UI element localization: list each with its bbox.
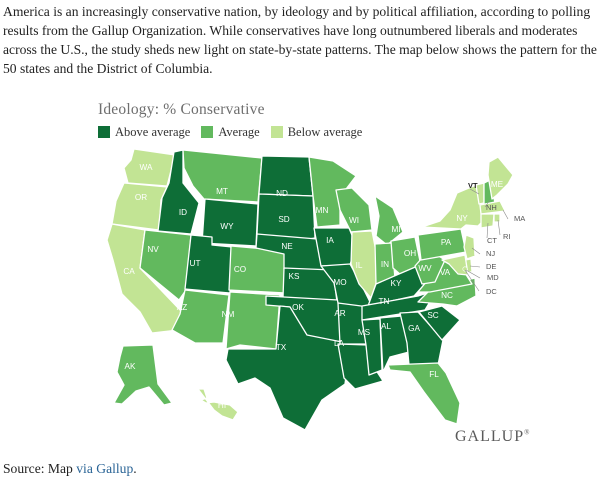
state-label-ut: UT — [190, 259, 201, 268]
state-label-in: IN — [381, 260, 389, 269]
gallup-logo-text: GALLUP — [455, 428, 525, 445]
state-label-nm: NM — [222, 310, 235, 319]
state-az — [171, 289, 230, 344]
state-label-ct: CT — [487, 236, 497, 245]
leader-line-vt — [469, 188, 480, 195]
state-label-ny: NY — [456, 214, 468, 223]
source-prefix: Source: Map — [3, 461, 77, 476]
state-label-md: MD — [487, 273, 499, 282]
state-label-sc: SC — [427, 311, 438, 320]
legend-swatch-above-average — [98, 126, 110, 138]
state-label-nh: NH — [486, 203, 497, 212]
state-label-ga: GA — [408, 324, 420, 333]
state-label-mo: MO — [333, 278, 346, 287]
state-label-ms: MS — [358, 328, 371, 337]
state-label-ak: AK — [125, 362, 136, 371]
state-label-ar: AR — [334, 309, 345, 318]
state-label-az: AZ — [177, 303, 187, 312]
leader-line-dc — [464, 269, 480, 292]
state-label-ok: OK — [292, 303, 304, 312]
state-md — [441, 254, 469, 276]
state-ma — [479, 200, 506, 215]
state-label-al: AL — [381, 322, 391, 331]
state-wi — [335, 187, 373, 233]
leader-line-nj — [471, 247, 481, 255]
state-label-wa: WA — [140, 163, 153, 172]
state-label-ma: MA — [514, 214, 525, 223]
leader-line-nh — [484, 199, 491, 208]
state-ak — [113, 344, 173, 406]
state-ri — [493, 213, 501, 223]
map-legend: Above average Average Below average — [98, 124, 373, 140]
leader-line-ma — [502, 209, 509, 220]
state-label-pa: PA — [441, 238, 452, 247]
state-label-nd: ND — [276, 189, 288, 198]
state-ms — [361, 318, 383, 376]
leader-line-ri — [497, 219, 501, 236]
leader-line-ct — [486, 222, 489, 239]
state-label-wy: WY — [220, 222, 234, 231]
state-label-vt: VT — [468, 181, 478, 190]
state-label-tx: TX — [276, 343, 287, 352]
state-nj — [463, 234, 476, 260]
state-label-fl: FL — [429, 370, 439, 379]
state-label-dc: DC — [486, 287, 497, 296]
gallup-logo: GALLUP® — [455, 428, 530, 446]
legend-item-above-average: Above average — [98, 125, 190, 140]
state-label-ri: RI — [503, 232, 511, 241]
state-label-ia: IA — [326, 236, 334, 245]
state-label-la: LA — [334, 339, 345, 348]
state-al — [379, 315, 410, 373]
state-label-ca: CA — [123, 267, 135, 276]
legend-label-below-average: Below average — [287, 124, 363, 139]
legend-item-below-average: Below average — [270, 124, 363, 140]
state-label-id: ID — [179, 208, 187, 217]
state-label-va: VA — [440, 268, 451, 277]
state-label-me: ME — [491, 180, 504, 189]
legend-item-average: Average — [201, 124, 260, 140]
state-label-mt: MT — [216, 187, 228, 196]
state-ct — [480, 213, 495, 229]
intro-paragraph: America is an increasingly conservative … — [3, 4, 597, 76]
legend-label-above-average: Above average — [115, 124, 191, 139]
state-sc — [418, 305, 461, 341]
state-label-nv: NV — [147, 245, 159, 254]
state-label-ky: KY — [391, 279, 402, 288]
leader-line-de — [469, 265, 481, 268]
legend-label-average: Average — [218, 124, 260, 139]
state-label-wi: WI — [349, 216, 359, 225]
state-label-co: CO — [234, 265, 246, 274]
state-label-nj: NJ — [486, 249, 495, 258]
map-title: Ideology: % Conservative — [98, 101, 265, 118]
state-ia — [313, 227, 357, 267]
state-nv — [139, 229, 192, 301]
state-label-sd: SD — [278, 215, 289, 224]
state-label-ks: KS — [289, 272, 300, 281]
state-label-mn: MN — [316, 206, 329, 215]
state-label-tn: TN — [379, 297, 390, 306]
state-label-il: IL — [356, 261, 363, 270]
state-label-oh: OH — [404, 249, 416, 258]
state-nm — [225, 291, 281, 350]
source-suffix: . — [133, 461, 137, 476]
state-label-ne: NE — [281, 242, 293, 251]
source-line: Source: Map via Gallup. — [3, 461, 137, 477]
state-me — [487, 156, 514, 200]
state-label-nc: NC — [441, 291, 453, 300]
state-fl — [387, 362, 461, 425]
legend-swatch-average — [201, 126, 214, 138]
state-label-hi: HI — [218, 401, 226, 410]
gallup-logo-mark: ® — [524, 428, 531, 437]
state-mi — [374, 195, 404, 246]
source-link[interactable]: via Gallup — [76, 461, 134, 476]
state-hi — [197, 388, 239, 421]
leader-line-md — [465, 269, 481, 279]
state-label-mi: MI — [391, 225, 400, 234]
legend-swatch-below-average — [270, 126, 283, 138]
state-label-wv: WV — [418, 264, 432, 273]
state-label-or: OR — [135, 193, 147, 202]
state-label-de: DE — [486, 262, 496, 271]
